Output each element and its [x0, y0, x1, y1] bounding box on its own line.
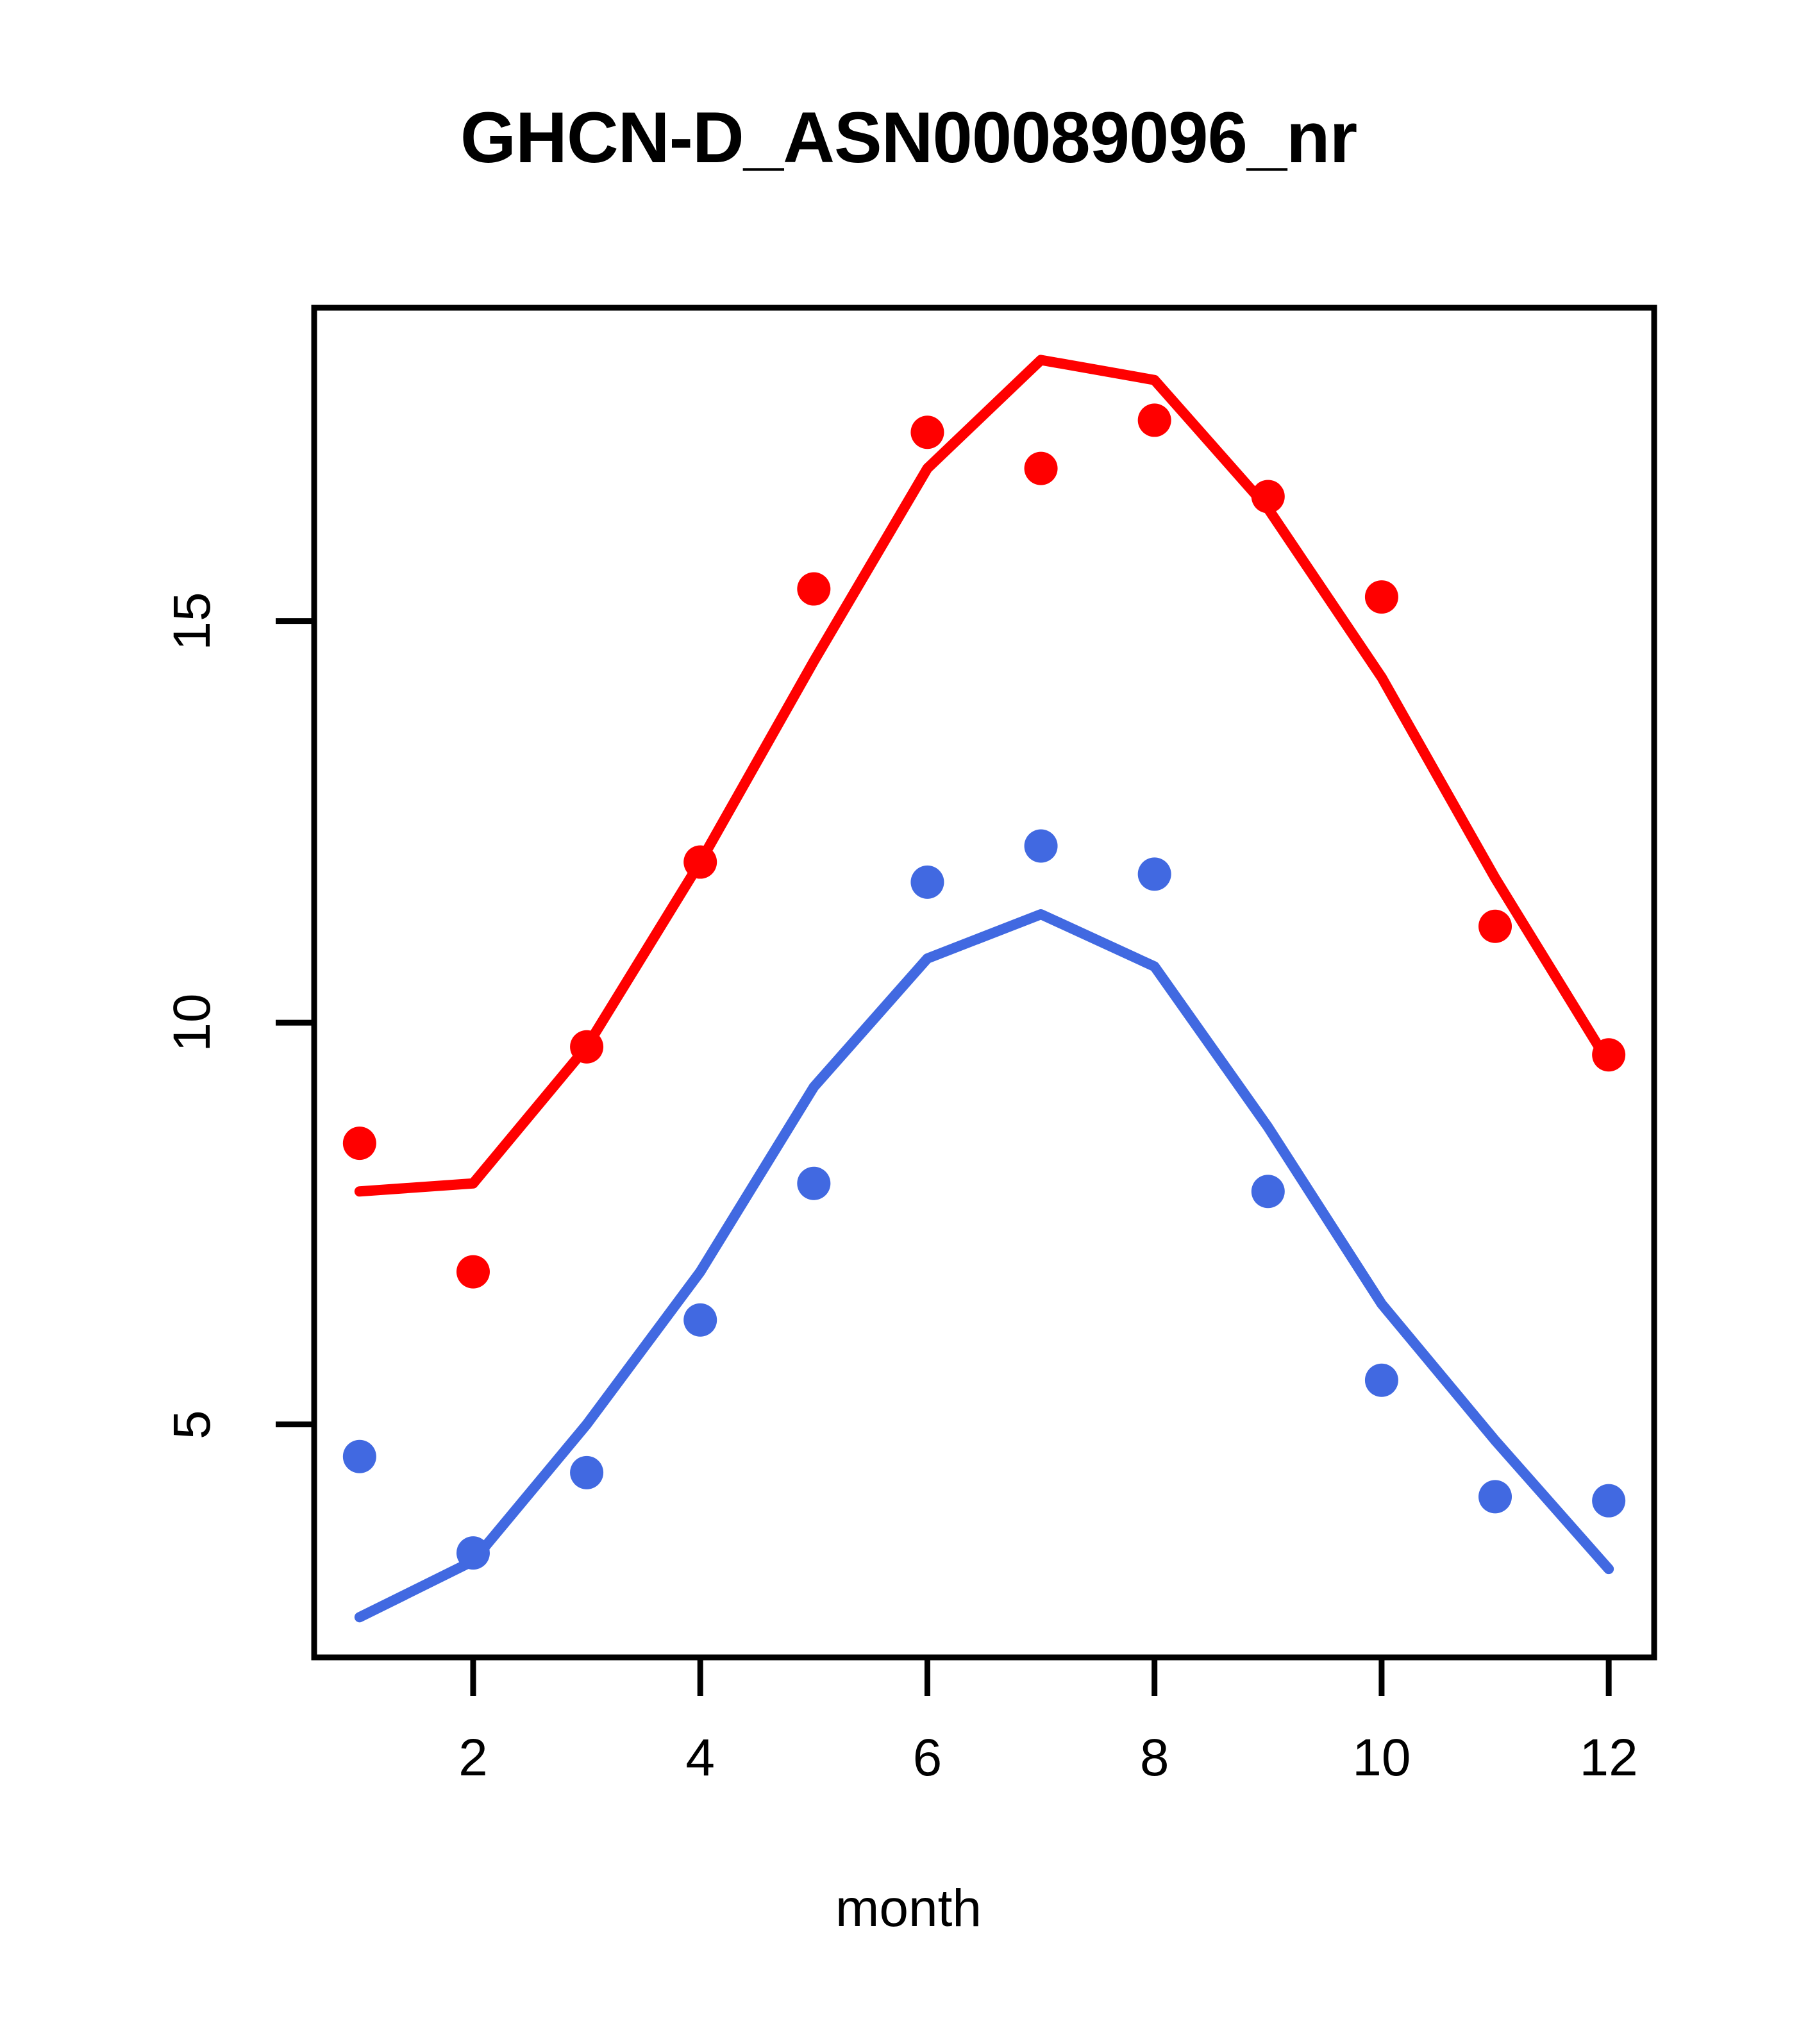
x-tick-label: 8 — [1139, 1729, 1169, 1787]
data-point-blue-points — [1024, 829, 1058, 863]
data-point-blue-points — [1592, 1484, 1626, 1518]
data-point-red-points — [797, 572, 831, 606]
page-title: GHCN-D_ASN00089096_nr — [460, 97, 1357, 178]
data-point-red-points — [342, 1127, 376, 1160]
data-point-red-points — [570, 1030, 604, 1064]
y-tick-label: 15 — [163, 592, 221, 651]
x-tick-label: 6 — [912, 1729, 942, 1787]
x-axis-label: month — [835, 1879, 982, 1938]
tick-marks — [276, 618, 1612, 1696]
data-point-blue-points — [570, 1455, 604, 1489]
x-tick-label: 10 — [1352, 1729, 1411, 1787]
data-point-blue-points — [1251, 1175, 1285, 1209]
data-point-blue-points — [1478, 1480, 1512, 1514]
data-point-red-points — [1478, 909, 1512, 943]
data-point-red-points — [1024, 451, 1058, 485]
x-tick-label: 12 — [1579, 1729, 1638, 1787]
x-tick-label: 4 — [685, 1729, 715, 1787]
series-line-red-line — [354, 355, 1614, 1197]
data-point-red-points — [1592, 1038, 1626, 1072]
data-point-red-points — [910, 415, 944, 449]
data-point-blue-points — [797, 1166, 831, 1200]
plot-frame — [311, 305, 1657, 1661]
data-point-blue-points — [910, 865, 944, 899]
data-point-blue-points — [683, 1303, 717, 1337]
data-point-red-points — [456, 1255, 490, 1289]
data-point-red-points — [1364, 580, 1398, 614]
data-point-blue-points — [1137, 857, 1171, 891]
data-point-red-points — [1251, 480, 1285, 514]
data-series-layer — [342, 355, 1626, 1623]
y-tick-label: 10 — [163, 993, 221, 1052]
y-tick-label: 5 — [163, 1409, 221, 1439]
data-point-red-points — [683, 845, 717, 879]
data-point-blue-points — [456, 1536, 490, 1570]
data-point-blue-points — [342, 1439, 376, 1473]
data-point-blue-points — [1364, 1363, 1398, 1397]
data-point-red-points — [1137, 403, 1171, 437]
x-tick-label: 2 — [458, 1729, 488, 1787]
series-line-blue-line — [354, 909, 1614, 1623]
